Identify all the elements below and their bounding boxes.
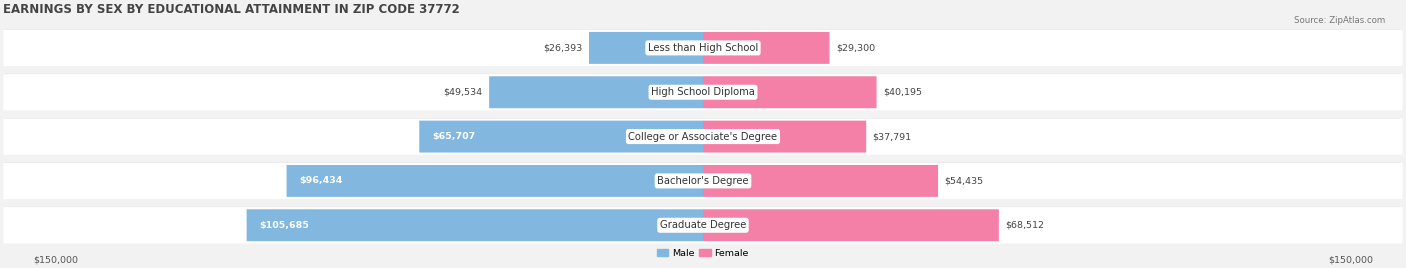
FancyBboxPatch shape: [703, 165, 938, 197]
FancyBboxPatch shape: [3, 118, 1403, 155]
Text: $40,195: $40,195: [883, 88, 922, 97]
Text: Source: ZipAtlas.com: Source: ZipAtlas.com: [1294, 16, 1385, 25]
FancyBboxPatch shape: [4, 162, 1400, 198]
Text: $105,685: $105,685: [260, 221, 309, 230]
FancyBboxPatch shape: [246, 209, 703, 241]
FancyBboxPatch shape: [4, 29, 1400, 65]
Legend: Male, Female: Male, Female: [655, 247, 751, 260]
FancyBboxPatch shape: [4, 207, 1400, 243]
FancyBboxPatch shape: [287, 165, 703, 197]
FancyBboxPatch shape: [703, 209, 998, 241]
Text: College or Associate's Degree: College or Associate's Degree: [628, 132, 778, 142]
Text: Less than High School: Less than High School: [648, 43, 758, 53]
Text: $54,435: $54,435: [945, 176, 984, 185]
Text: $29,300: $29,300: [837, 43, 875, 53]
Text: $96,434: $96,434: [299, 176, 343, 185]
Text: $26,393: $26,393: [543, 43, 582, 53]
Text: Bachelor's Degree: Bachelor's Degree: [657, 176, 749, 186]
FancyBboxPatch shape: [703, 32, 830, 64]
Text: Graduate Degree: Graduate Degree: [659, 220, 747, 230]
FancyBboxPatch shape: [703, 121, 866, 152]
FancyBboxPatch shape: [489, 76, 703, 108]
Text: High School Diploma: High School Diploma: [651, 87, 755, 97]
FancyBboxPatch shape: [3, 207, 1403, 243]
Text: $65,707: $65,707: [432, 132, 475, 141]
FancyBboxPatch shape: [589, 32, 703, 64]
FancyBboxPatch shape: [419, 121, 703, 152]
FancyBboxPatch shape: [703, 76, 876, 108]
Text: $49,534: $49,534: [443, 88, 482, 97]
Text: $37,791: $37,791: [873, 132, 911, 141]
Text: $68,512: $68,512: [1005, 221, 1045, 230]
FancyBboxPatch shape: [3, 30, 1403, 66]
Text: EARNINGS BY SEX BY EDUCATIONAL ATTAINMENT IN ZIP CODE 37772: EARNINGS BY SEX BY EDUCATIONAL ATTAINMEN…: [3, 3, 460, 16]
FancyBboxPatch shape: [4, 118, 1400, 154]
FancyBboxPatch shape: [4, 74, 1400, 110]
FancyBboxPatch shape: [3, 74, 1403, 110]
FancyBboxPatch shape: [3, 163, 1403, 199]
